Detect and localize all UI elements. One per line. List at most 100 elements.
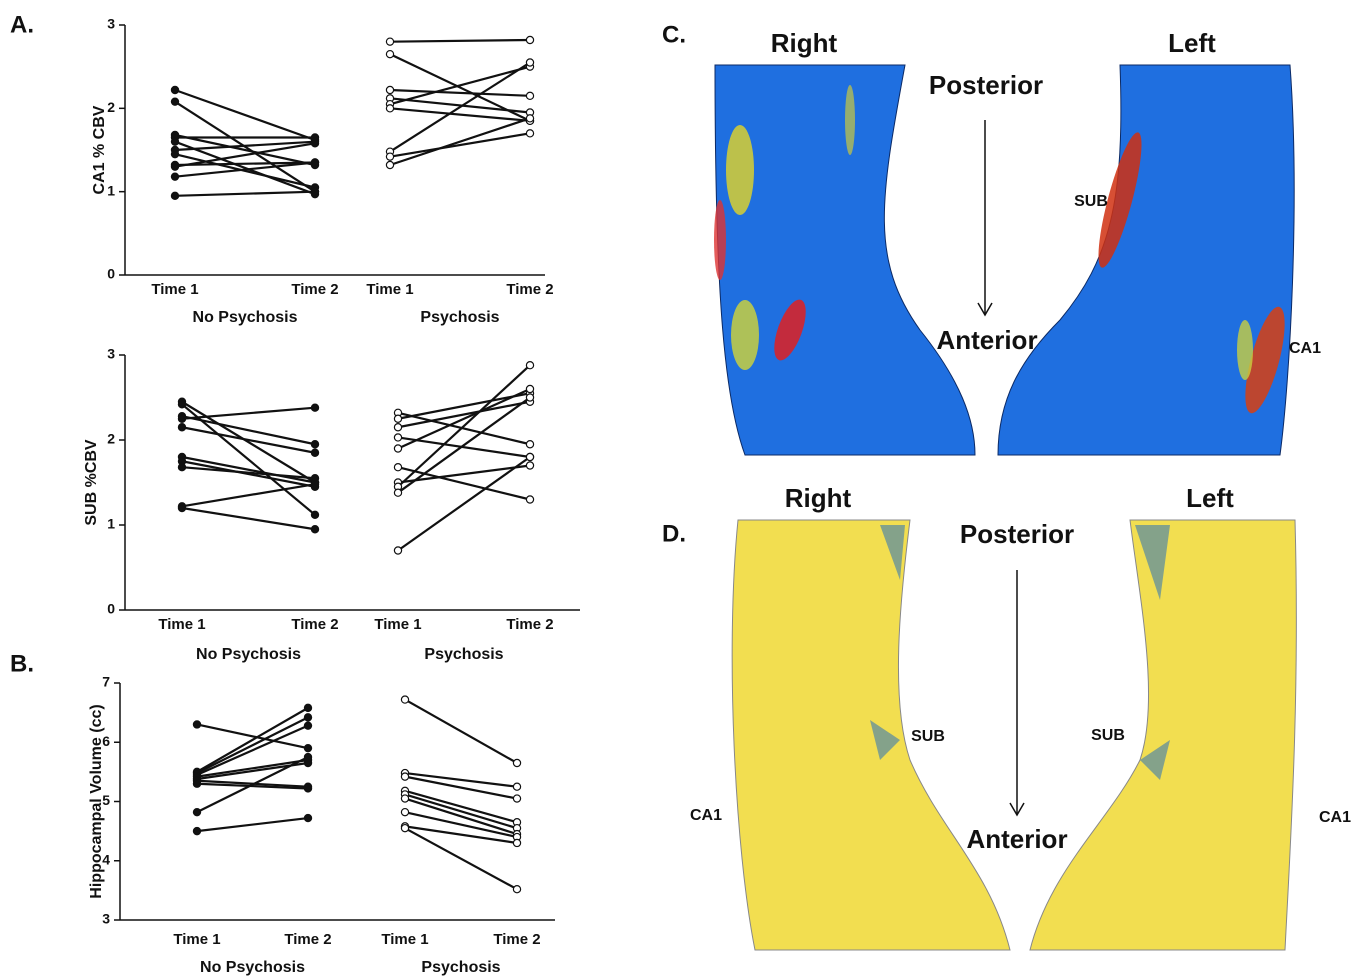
panel-label: D. bbox=[662, 520, 686, 547]
y-axis-label: Hippocampal Volume (cc) bbox=[88, 704, 105, 898]
y-tick-label: 3 bbox=[107, 16, 115, 32]
subject-line bbox=[390, 133, 530, 156]
region-label: CA1 bbox=[690, 807, 722, 824]
x-tick-label: Time 1 bbox=[374, 616, 421, 633]
data-point bbox=[394, 464, 401, 471]
data-point bbox=[394, 547, 401, 554]
subject-line bbox=[390, 118, 530, 165]
brain-render-c bbox=[714, 65, 1294, 455]
subject-line bbox=[197, 818, 308, 831]
y-tick-label: 3 bbox=[102, 911, 110, 927]
subject-line bbox=[182, 461, 315, 487]
subject-line bbox=[405, 700, 517, 763]
y-axis-label: CA1 % CBV bbox=[91, 105, 108, 194]
x-tick-label: Time 1 bbox=[366, 281, 413, 298]
data-point bbox=[304, 704, 311, 711]
data-point bbox=[526, 92, 533, 99]
data-point bbox=[401, 825, 408, 832]
panel-label: C. bbox=[662, 21, 686, 48]
region-label: CA1 bbox=[1289, 340, 1321, 357]
brain-render-d bbox=[732, 520, 1296, 950]
data-point bbox=[304, 753, 311, 760]
group-label: Psychosis bbox=[420, 309, 499, 326]
data-point bbox=[171, 173, 178, 180]
data-point bbox=[386, 105, 393, 112]
y-tick-label: 3 bbox=[107, 346, 115, 362]
side-label: Right bbox=[771, 28, 838, 58]
region-label: CA1 bbox=[1319, 809, 1351, 826]
data-point bbox=[386, 86, 393, 93]
data-point bbox=[513, 886, 520, 893]
data-point bbox=[526, 453, 533, 460]
y-tick-label: 0 bbox=[107, 266, 115, 282]
data-point bbox=[178, 401, 185, 408]
y-tick-label: 1 bbox=[107, 182, 115, 198]
data-point bbox=[394, 489, 401, 496]
data-point bbox=[304, 722, 311, 729]
y-tick-label: 1 bbox=[107, 516, 115, 532]
data-point bbox=[171, 138, 178, 145]
data-point bbox=[526, 59, 533, 66]
panel-label: B. bbox=[10, 650, 34, 677]
data-point bbox=[526, 441, 533, 448]
data-point bbox=[178, 464, 185, 471]
data-point bbox=[193, 809, 200, 816]
region-label: SUB bbox=[1091, 727, 1125, 744]
data-point bbox=[304, 714, 311, 721]
data-point bbox=[394, 424, 401, 431]
data-point bbox=[526, 130, 533, 137]
data-point bbox=[311, 159, 318, 166]
data-point bbox=[171, 151, 178, 158]
data-point bbox=[193, 828, 200, 835]
direction-label: Anterior bbox=[966, 824, 1067, 854]
subject-line bbox=[175, 192, 315, 196]
data-point bbox=[304, 785, 311, 792]
y-tick-label: 2 bbox=[107, 431, 115, 447]
data-point bbox=[401, 809, 408, 816]
x-tick-label: Time 2 bbox=[493, 931, 540, 948]
data-point bbox=[311, 481, 318, 488]
data-point bbox=[526, 115, 533, 122]
data-point bbox=[386, 51, 393, 58]
subject-line bbox=[182, 508, 315, 529]
data-point bbox=[386, 153, 393, 160]
data-point bbox=[171, 86, 178, 93]
data-point bbox=[193, 721, 200, 728]
data-point bbox=[171, 163, 178, 170]
data-point bbox=[394, 445, 401, 452]
data-point bbox=[311, 188, 318, 195]
group-label: No Psychosis bbox=[196, 646, 301, 663]
group-label: Psychosis bbox=[421, 959, 500, 976]
x-tick-label: Time 2 bbox=[506, 616, 553, 633]
data-point bbox=[311, 449, 318, 456]
data-point bbox=[311, 441, 318, 448]
figure: A. B. C. D. Right Left Posterior Anterio… bbox=[0, 0, 1366, 979]
subject-line bbox=[405, 828, 517, 889]
subject-line bbox=[390, 63, 530, 152]
panel-label: A. bbox=[10, 11, 34, 38]
group-label: No Psychosis bbox=[200, 959, 305, 976]
side-label: Left bbox=[1168, 28, 1216, 58]
data-point bbox=[513, 759, 520, 766]
x-tick-label: Time 1 bbox=[151, 281, 198, 298]
data-point bbox=[386, 161, 393, 168]
direction-label: Anterior bbox=[936, 325, 1037, 355]
data-point bbox=[526, 385, 533, 392]
data-point bbox=[311, 140, 318, 147]
data-point bbox=[193, 780, 200, 787]
x-tick-label: Time 1 bbox=[381, 931, 428, 948]
subject-line bbox=[390, 67, 530, 105]
direction-label: Posterior bbox=[929, 70, 1043, 100]
data-point bbox=[386, 38, 393, 45]
data-point bbox=[171, 98, 178, 105]
data-point bbox=[394, 434, 401, 441]
data-point bbox=[311, 404, 318, 411]
data-point bbox=[513, 783, 520, 790]
subject-line bbox=[398, 398, 530, 493]
data-point bbox=[401, 773, 408, 780]
x-tick-label: Time 2 bbox=[284, 931, 331, 948]
x-tick-label: Time 2 bbox=[291, 616, 338, 633]
subject-line bbox=[390, 90, 530, 96]
data-point bbox=[401, 696, 408, 703]
y-axis-label: SUB %CBV bbox=[83, 439, 100, 526]
